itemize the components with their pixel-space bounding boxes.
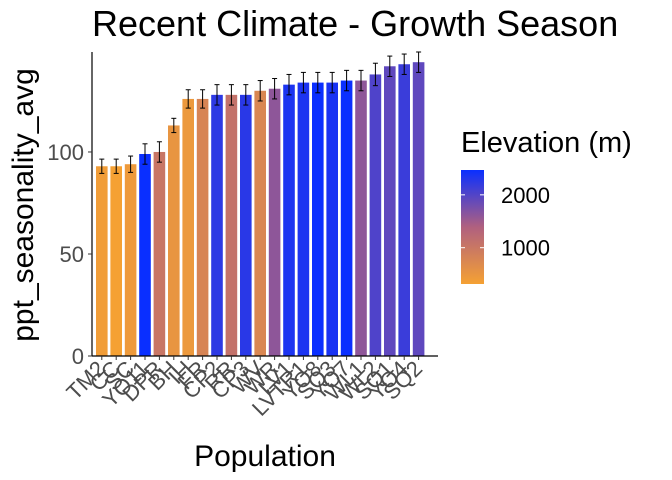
- bar-wl1: [355, 80, 367, 356]
- error-bar-dpr: [156, 141, 162, 163]
- error-bar-lv1: [286, 73, 292, 96]
- bar-cp3: [240, 94, 252, 356]
- bar-cc: [110, 166, 122, 356]
- error-bar-sq3: [329, 71, 335, 94]
- bar-sq3: [326, 82, 338, 356]
- error-bar-cc: [113, 158, 119, 174]
- error-bar-rr: [228, 84, 234, 106]
- bar-dpr: [153, 151, 166, 356]
- y-tick-label: 0: [72, 344, 84, 369]
- bar-lvtr1: [297, 82, 310, 356]
- bar-yo11: [139, 154, 151, 356]
- error-bar-wr: [272, 78, 278, 100]
- error-bar-fr: [200, 89, 206, 109]
- bar-ih: [182, 98, 194, 357]
- error-bar-tm2: [99, 158, 105, 174]
- legend-colorbar: [461, 170, 484, 284]
- error-bar-wl2: [372, 62, 378, 87]
- error-bar-yo4: [401, 53, 407, 75]
- bar-sq2: [412, 62, 425, 356]
- legend-tick-label: 1000: [501, 236, 550, 261]
- error-bar-wv: [257, 80, 263, 102]
- error-bar-ih: [185, 89, 191, 109]
- bar-yo7: [340, 80, 353, 356]
- error-bar-lvtr1: [300, 71, 306, 94]
- bar-yo4: [398, 64, 410, 357]
- error-bar-bh: [171, 117, 177, 134]
- error-bar-sc: [128, 155, 134, 173]
- bar-lv1: [283, 84, 295, 356]
- error-bar-wl1: [358, 69, 364, 92]
- bar-group: [96, 62, 425, 357]
- bar-sq1: [384, 66, 396, 356]
- y-axis-title: ppt_seasonality_avg: [7, 68, 40, 342]
- bar-wl2: [369, 74, 382, 356]
- error-bar-group: [99, 51, 422, 174]
- legend-tick-label: 2000: [501, 183, 550, 208]
- x-axis-title: Population: [194, 440, 336, 473]
- bar-cp2: [211, 94, 223, 356]
- error-bar-cp3: [243, 84, 249, 106]
- bar-fr: [196, 98, 209, 357]
- error-bar-yo11: [142, 143, 148, 165]
- y-tick-group: 0 50 100: [47, 140, 92, 369]
- bar-wr: [268, 88, 281, 356]
- y-tick-label: 50: [60, 242, 84, 267]
- bar-yo8: [312, 82, 324, 356]
- legend-title: Elevation (m): [461, 127, 632, 159]
- legend-tick-group: 1000 2000: [461, 183, 550, 261]
- bar-sc: [124, 164, 137, 356]
- bar-rr: [225, 94, 238, 356]
- bar-wv: [254, 90, 266, 357]
- error-bar-yo7: [344, 69, 350, 92]
- error-bar-sq1: [387, 55, 393, 77]
- chart-title: Recent Climate - Growth Season: [92, 3, 618, 44]
- error-bar-yo8: [315, 71, 321, 94]
- error-bar-sq2: [416, 51, 422, 73]
- legend: Elevation (m) 1000 2000: [461, 127, 632, 284]
- error-bar-cp2: [214, 84, 220, 106]
- y-tick-label: 100: [47, 140, 84, 165]
- x-tick-group: TM2CCSCYO11DPRBHIHFRCP2RRCP3WVWRLV1LVTR1…: [62, 356, 428, 421]
- plot-area: 0 50 100 TM2CCSCYO11DPRBHIHFRCP2RRCP3WVWRL…: [47, 51, 438, 421]
- bar-bh: [168, 125, 180, 356]
- bar-tm2: [96, 166, 108, 356]
